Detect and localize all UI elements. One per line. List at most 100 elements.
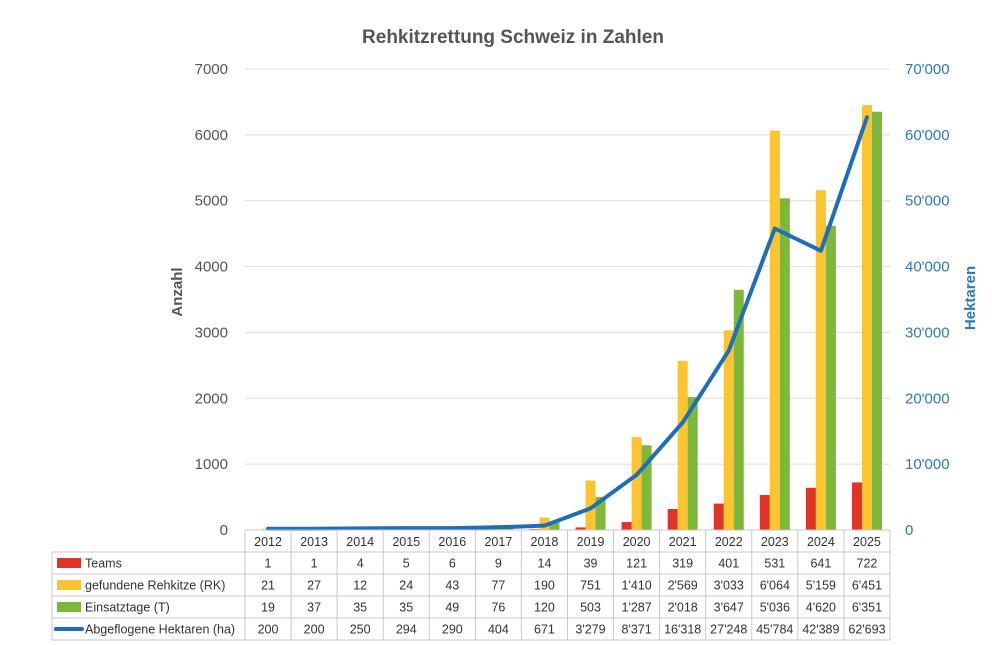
legend-swatch-2 (57, 580, 81, 590)
table-cell: 722 (857, 557, 878, 571)
legend-label-3: Einsatztage (T) (85, 601, 170, 615)
y-axis-label-right: Hektaren (962, 266, 979, 330)
line-hektaren (266, 115, 869, 531)
table-cell: 404 (488, 623, 509, 637)
bar-1-2023 (759, 495, 770, 530)
table-cell: 62'693 (848, 623, 885, 637)
y-tick-label-left: 6000 (195, 127, 228, 144)
chart-title: Rehkitzrettung Schweiz in Zahlen (362, 27, 664, 48)
y-tick-label-right: 20'000 (905, 390, 950, 407)
bar-2-2021 (677, 360, 688, 530)
bar-2-2022 (723, 330, 734, 530)
table-year-2013: 2013 (300, 535, 328, 549)
table-cell: 190 (534, 579, 555, 593)
table-cell: 1'287 (622, 601, 652, 615)
table-cell: 5 (403, 557, 410, 571)
table-year-2022: 2022 (715, 535, 743, 549)
bar-3-2021 (687, 397, 698, 530)
table-year-2018: 2018 (531, 535, 559, 549)
table-cell: 290 (442, 623, 463, 637)
table-year-2024: 2024 (807, 535, 835, 549)
y-tick-label-right: 70'000 (905, 61, 950, 78)
table-cell: 120 (534, 601, 555, 615)
table-cell: 6'064 (760, 579, 790, 593)
legend-swatch-3 (57, 602, 81, 612)
bar-3-2024 (825, 225, 836, 531)
table-cell: 3'033 (714, 579, 744, 593)
table-cell: 16'318 (664, 623, 701, 637)
table-year-2025: 2025 (853, 535, 881, 549)
table-cell: 3'647 (714, 601, 744, 615)
table-cell: 49 (445, 601, 459, 615)
bar-1-2021 (667, 508, 678, 530)
table-cell: 503 (580, 601, 601, 615)
table-year-2012: 2012 (254, 535, 282, 549)
legend-swatch-1 (57, 558, 81, 568)
table-cell: 19 (261, 601, 275, 615)
table-cell: 39 (584, 557, 598, 571)
table-cell: 2'569 (668, 579, 698, 593)
table-cell: 2'018 (668, 601, 698, 615)
table-cell: 21 (261, 579, 275, 593)
table-cell: 6 (449, 557, 456, 571)
y-axis-label-left: Anzahl (169, 267, 186, 316)
y-tick-label-right: 30'000 (905, 324, 950, 341)
y-tick-label-left: 7000 (195, 61, 228, 78)
table-cell: 8'371 (622, 623, 652, 637)
table-year-2021: 2021 (669, 535, 697, 549)
table-cell: 5'159 (806, 579, 836, 593)
table-cell: 12 (353, 579, 367, 593)
grid-lines (245, 68, 890, 531)
table-cell: 35 (353, 601, 367, 615)
bar-3-2025 (871, 111, 882, 531)
table-year-2023: 2023 (761, 535, 789, 549)
table-cell: 6'451 (852, 579, 882, 593)
table-cell: 1 (311, 557, 318, 571)
table-cell: 200 (304, 623, 325, 637)
table-cell: 319 (672, 557, 693, 571)
table-cell: 671 (534, 623, 555, 637)
y-tick-label-right: 50'000 (905, 193, 950, 210)
y-tick-label-left: 5000 (195, 193, 228, 210)
y-tick-label-right: 40'000 (905, 259, 950, 276)
right-axis: 0 10'000 20'000 30'000 40'000 50'000 60'000 70'… (905, 61, 950, 539)
bar-1-2022 (713, 503, 724, 530)
table-cell: 4'620 (806, 601, 836, 615)
bar-1-2025 (851, 482, 862, 530)
table-cell: 121 (626, 557, 647, 571)
line-layer (266, 115, 869, 531)
table-year-2014: 2014 (346, 535, 374, 549)
table-cell: 3'279 (575, 623, 605, 637)
table-cell: 751 (580, 579, 601, 593)
table-cell: 5'036 (760, 601, 790, 615)
table-cell: 42'389 (802, 623, 839, 637)
bar-2-2024 (815, 190, 826, 531)
bar-3-2022 (733, 289, 744, 530)
table-year-2017: 2017 (484, 535, 512, 549)
table-cell: 14 (538, 557, 552, 571)
table-cell: 24 (399, 579, 413, 593)
table-cell: 77 (491, 579, 505, 593)
table-cell: 76 (491, 601, 505, 615)
table-cell: 531 (764, 557, 785, 571)
y-tick-label-left: 0 (220, 522, 228, 539)
data-table: 2012 2013 2014 2015 2016 2017 2018 2019 2020 2021… (51, 529, 891, 641)
table-cell: 27'248 (710, 623, 747, 637)
table-cell: 45'784 (756, 623, 793, 637)
y-tick-label-left: 1000 (195, 456, 228, 473)
bar-1-2020 (621, 522, 632, 530)
table-year-2019: 2019 (577, 535, 605, 549)
table-cell: 9 (495, 557, 502, 571)
bar-3-2023 (779, 198, 790, 530)
bar-2-2025 (861, 105, 872, 530)
table-cell: 401 (718, 557, 739, 571)
table-cell: 1 (265, 557, 272, 571)
table-cell: 35 (399, 601, 413, 615)
y-tick-label-left: 4000 (195, 259, 228, 276)
table-year-2015: 2015 (392, 535, 420, 549)
y-tick-label-right: 0 (905, 522, 913, 539)
legend-label-4: Abgeflogene Hektaren (ha) (85, 623, 235, 637)
table-year-2020: 2020 (623, 535, 651, 549)
bar-1-2019 (575, 527, 586, 530)
